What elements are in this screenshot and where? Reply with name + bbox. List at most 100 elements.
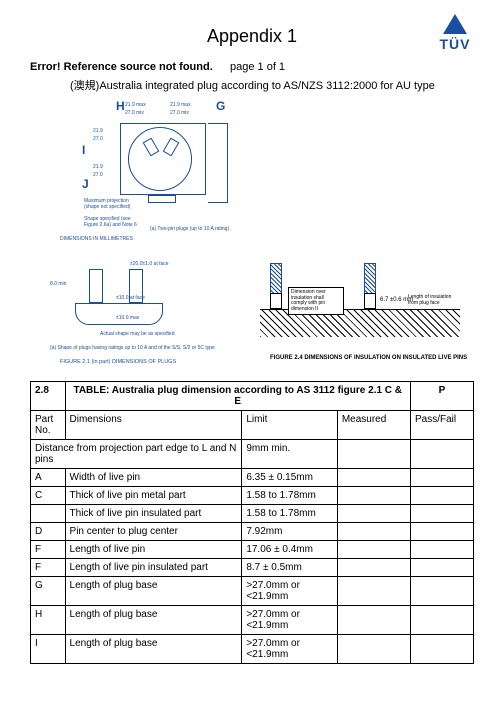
dim-top-3: 21.9 max <box>170 103 191 109</box>
cell-passfail <box>410 606 473 635</box>
table-row: DPin center to plug center7.92mm <box>31 523 474 541</box>
table-row: CThick of live pin metal part1.58 to 1.7… <box>31 487 474 505</box>
cell-passfail <box>410 523 473 541</box>
cell-measured <box>337 440 410 469</box>
cell-part: C <box>31 487 66 505</box>
error-reference-line: Error! Reference source not found. page … <box>30 61 474 73</box>
cell-part: F <box>31 541 66 559</box>
document-subtitle: (澳規)Australia integrated plug according … <box>70 77 474 93</box>
dim-left-3: 21.9 <box>93 165 103 171</box>
cell-measured <box>337 505 410 523</box>
table-header-p: P <box>410 382 473 411</box>
plug-base-tab <box>148 195 176 203</box>
d2-note-shape: (a) Shape of plugs having ratings up to … <box>50 345 250 351</box>
table-row: AWidth of live pin6.35 ± 0.15mm <box>31 469 474 487</box>
cell-passfail <box>410 635 473 664</box>
cell-part: A <box>31 469 66 487</box>
error-reference-text: Error! Reference source not found. <box>30 61 230 73</box>
diagram1-note-3: (a) Two-pin plugs (up to 10 A rating) <box>150 227 229 233</box>
table-row: ILength of plug base>27.0mm or <21.9mm <box>31 635 474 664</box>
table-row: Thick of live pin insulated part1.58 to … <box>31 505 474 523</box>
d2-dim-3: ±10.0 at face <box>116 295 145 301</box>
cell-passfail <box>410 559 473 577</box>
cell-dim: Length of plug base <box>65 606 242 635</box>
cell-measured <box>337 487 410 505</box>
diagram-2: 8.0 min ±20.0±1.0 at face ±10.0 at face … <box>30 251 474 377</box>
table-row: FLength of live pin17.06 ± 0.4mm <box>31 541 474 559</box>
tuv-logo: TÜV <box>434 14 476 56</box>
cell-limit: >27.0mm or <21.9mm <box>242 635 338 664</box>
cell-limit: 6.35 ± 0.15mm <box>242 469 338 487</box>
dimensions-table: 2.8 TABLE: Australia plug dimension acco… <box>30 381 474 664</box>
d2-dim-2: ±20.0±1.0 at face <box>130 261 169 267</box>
cell-measured <box>337 577 410 606</box>
dim-top-4: 27.0 mix <box>170 111 189 117</box>
cell-dim: Thick of live pin insulated part <box>65 505 242 523</box>
cell-measured <box>337 559 410 577</box>
table-columns-row: Part No. Dimensions Limit Measured Pass/… <box>31 411 474 440</box>
diagram1-footer: DIMENSIONS IN MILLIMETRES <box>60 237 133 243</box>
table-header-title: TABLE: Australia plug dimension accordin… <box>65 382 410 411</box>
cell-limit: 1.58 to 1.78mm <box>242 487 338 505</box>
d2-right-label: Length of insulation from plug face <box>408 295 458 306</box>
dim-top-2: 27.0 mix <box>125 111 144 117</box>
page-number: page 1 of 1 <box>230 61 285 73</box>
cell-passfail <box>410 440 473 469</box>
cell-dim: Length of live pin insulated part <box>65 559 242 577</box>
col-measured: Measured <box>337 411 410 440</box>
d2-box-note: Dimension over insulation shall comply w… <box>288 287 344 315</box>
diagram-1: H G I J 21.9 max 27.0 mix 21.9 max 27.0 … <box>30 99 474 245</box>
cell-limit: 17.06 ± 0.4mm <box>242 541 338 559</box>
table-row: HLength of plug base>27.0mm or <21.9mm <box>31 606 474 635</box>
tuv-text: TÜV <box>434 36 476 52</box>
cell-part: D <box>31 523 66 541</box>
dim-bracket-right <box>208 123 228 203</box>
cell-limit: >27.0mm or <21.9mm <box>242 577 338 606</box>
cell-limit: 8.7 ± 0.5mm <box>242 559 338 577</box>
col-dimensions: Dimensions <box>65 411 242 440</box>
cell-passfail <box>410 541 473 559</box>
d2-right-group: Dimension over insulation shall comply w… <box>260 257 460 345</box>
cell-limit: 7.92mm <box>242 523 338 541</box>
cell-part <box>31 505 66 523</box>
cell-passfail <box>410 469 473 487</box>
table-row: FLength of live pin insulated part8.7 ± … <box>31 559 474 577</box>
tuv-triangle-icon <box>443 14 467 34</box>
cell-part: H <box>31 606 66 635</box>
cell-passfail <box>410 487 473 505</box>
span-limit: 9mm min. <box>242 440 338 469</box>
cell-dim: Width of live pin <box>65 469 242 487</box>
dim-letter-j: J <box>82 177 89 191</box>
col-part-no: Part No. <box>31 411 66 440</box>
table-title-row: 2.8 TABLE: Australia plug dimension acco… <box>31 382 474 411</box>
figure-caption-left: FIGURE 2.1 (in part) DIMENSIONS OF PLUGS <box>60 359 176 365</box>
dim-letter-i: I <box>82 143 85 157</box>
table-header-num: 2.8 <box>31 382 66 411</box>
diagram1-note-1: Maximum projection (shape not specified) <box>84 199 134 210</box>
cell-limit: 1.58 to 1.78mm <box>242 505 338 523</box>
cell-measured <box>337 469 410 487</box>
cell-measured <box>337 606 410 635</box>
cell-measured <box>337 635 410 664</box>
cell-dim: Thick of live pin metal part <box>65 487 242 505</box>
page-title: Appendix 1 <box>30 26 474 47</box>
cell-dim: Pin center to plug center <box>65 523 242 541</box>
dim-left-1: 21.9 <box>93 129 103 135</box>
d2-note-actual: Actual shape may be as specified <box>100 331 190 337</box>
d2-dim-1: 8.0 min <box>50 281 66 287</box>
dim-letter-h: H <box>116 99 125 113</box>
table-row: GLength of plug base>27.0mm or <21.9mm <box>31 577 474 606</box>
d2-dim-4: ±10.0 max <box>116 315 139 321</box>
plug-circle <box>128 127 192 191</box>
cell-measured <box>337 541 410 559</box>
col-passfail: Pass/Fail <box>410 411 473 440</box>
dim-letter-g: G <box>216 99 225 113</box>
cell-dim: Length of plug base <box>65 635 242 664</box>
figure-caption-right: FIGURE 2.4 DIMENSIONS OF INSULATION ON I… <box>270 355 467 361</box>
diagram1-note-2: Shape specified (see Figure 2.6a) and No… <box>84 217 144 228</box>
cell-part: G <box>31 577 66 606</box>
dim-top-1: 21.9 max <box>125 103 146 109</box>
col-limit: Limit <box>242 411 338 440</box>
dim-left-4: 27.0 <box>93 173 103 179</box>
cell-limit: >27.0mm or <21.9mm <box>242 606 338 635</box>
